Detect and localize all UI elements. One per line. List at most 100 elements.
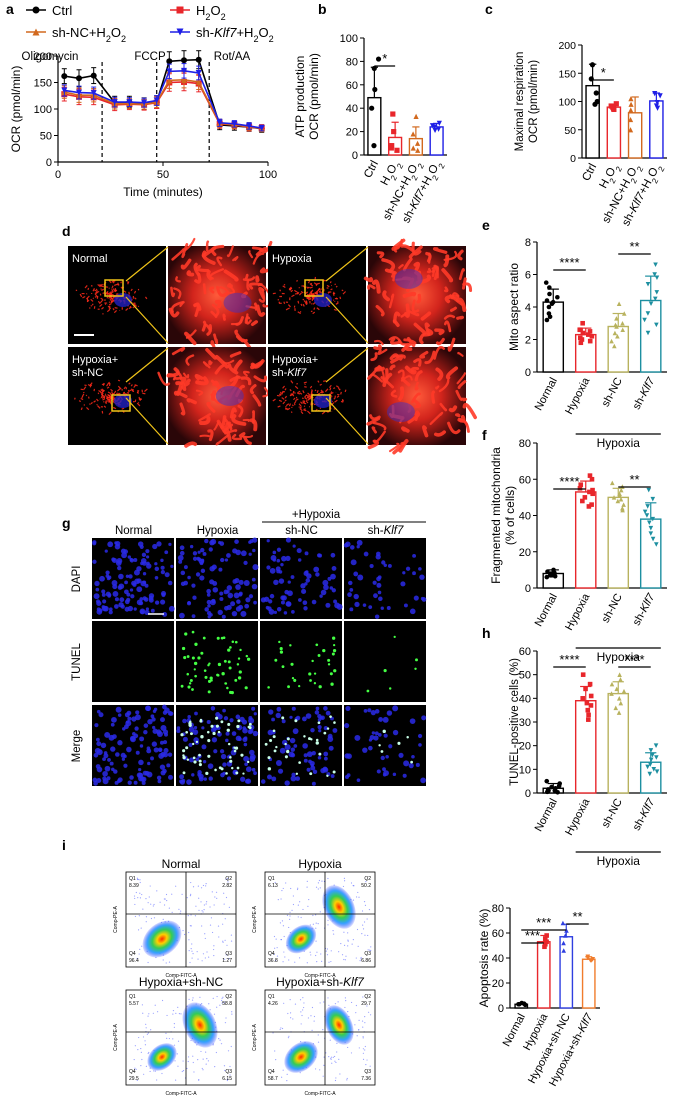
nucleus-dot: [403, 760, 410, 767]
tunel-dot: [230, 691, 234, 695]
mitochondria-stroke: [305, 399, 308, 403]
nucleus-dot: [405, 566, 411, 571]
event-dot: [211, 931, 214, 934]
nucleus-dot: [409, 718, 416, 725]
data-point: [588, 76, 594, 82]
data-point: [549, 301, 555, 307]
event-dot: [323, 1064, 325, 1066]
mitochondria-stroke: [289, 287, 292, 291]
flow-plot-title: Hypoxia: [298, 857, 342, 871]
mitochondria-zoom: [390, 272, 396, 282]
data-point: [590, 487, 595, 493]
quadrant-value: 29.7: [361, 1001, 371, 1007]
event-dot: [342, 885, 345, 888]
tunel-dot: [267, 756, 271, 760]
text-span: sh-NC: [600, 592, 625, 625]
nucleus-dot: [408, 763, 414, 769]
nucleus-dot: [129, 557, 133, 562]
text-span: Comp-PE-A: [113, 906, 119, 933]
event-dot: [205, 883, 207, 885]
tunel-dot: [227, 722, 231, 726]
mitochondria-zoom: [242, 370, 250, 377]
data-point: [547, 291, 552, 297]
tunel-dot: [315, 738, 319, 742]
mitochondria-stroke: [102, 398, 106, 401]
text-span: 0: [55, 169, 61, 181]
mitochondria-stroke: [101, 383, 105, 386]
tunel-dot: [194, 642, 198, 646]
nucleus-dot: [151, 741, 158, 747]
nucleus-dot: [179, 774, 185, 780]
nucleus-dot: [141, 552, 147, 557]
mitochondria-zoom: [456, 315, 465, 320]
tunel-dot: [308, 672, 312, 676]
flow-plot-frame: [264, 989, 376, 1086]
nucleus-dot: [374, 731, 379, 736]
nucleus-dot: [96, 709, 101, 714]
nucleus-dot: [218, 567, 223, 572]
y-tick-label: 0: [46, 157, 52, 169]
data-point: [564, 928, 569, 933]
mitochondria-zoom: [205, 240, 210, 252]
nucleus-dot: [287, 590, 293, 597]
tunel-dot: [231, 640, 235, 643]
event-dot: [317, 1041, 320, 1043]
nucleus-dot: [249, 749, 255, 756]
event-dot: [319, 1002, 321, 1004]
mitochondria-stroke: [110, 297, 115, 301]
event-dot: [273, 953, 275, 956]
tunel-dot: [191, 688, 194, 691]
text-span: Q4: [268, 1069, 275, 1075]
x-category-label: Normal: [533, 592, 560, 629]
mitochondria-zoom: [211, 303, 220, 317]
text-span: Klf7: [576, 1011, 596, 1034]
nucleus-dot: [93, 752, 99, 758]
mitochondria-zoom: [195, 389, 204, 396]
quadrant-name: Q3: [225, 1069, 232, 1075]
data-point: [612, 343, 617, 349]
event-dot: [329, 1039, 331, 1041]
mitochondria-stroke: [107, 394, 110, 397]
data-point: [76, 89, 82, 96]
data-point: [111, 99, 118, 106]
injection-label: FCCP: [134, 51, 166, 63]
tunel-dot: [234, 640, 238, 644]
y-axis-label: OCR (pmol/min): [528, 60, 540, 143]
nucleus-dot: [102, 757, 106, 762]
nucleus-dot: [249, 753, 256, 760]
text-span: (% of cells): [503, 486, 517, 545]
text-span: **: [629, 239, 639, 254]
nucleus-dot: [306, 751, 313, 758]
y-axis-label: ATP production: [293, 56, 307, 138]
mitochondria-stroke: [117, 379, 120, 382]
nucleus-dot: [108, 734, 115, 741]
tunel-dot: [188, 723, 192, 728]
nucleus-dot: [319, 594, 323, 598]
event-dot: [202, 1069, 204, 1071]
text-span: 36.8: [268, 958, 278, 964]
nucleus-dot: [380, 606, 384, 610]
mitochondria-stroke: [334, 300, 336, 303]
zoom-connector: [125, 246, 169, 282]
event-dot: [218, 1038, 220, 1040]
event-dot: [346, 1077, 348, 1080]
text-span: Q2: [364, 994, 371, 1000]
nucleus-dot: [152, 728, 158, 734]
mitochondria-stroke: [334, 399, 338, 403]
mitochondria-stroke: [101, 306, 104, 310]
bar: [559, 936, 574, 1009]
event-dot: [192, 1061, 194, 1064]
nucleus-dot: [376, 582, 382, 588]
tunel-dot: [284, 742, 287, 746]
event-dot: [201, 1067, 203, 1070]
mitochondria-stroke: [80, 407, 83, 411]
mitochondria-zoom: [173, 287, 182, 300]
data-point: [126, 99, 133, 106]
mitochondria-zoom: [400, 244, 415, 252]
mitochondria-stroke: [117, 385, 122, 390]
text-span: Merge: [71, 730, 83, 763]
mitochondria-zoom: [207, 429, 214, 442]
text-span: 20: [519, 547, 531, 559]
mitochondria-stroke: [326, 284, 330, 288]
event-dot: [320, 953, 322, 955]
